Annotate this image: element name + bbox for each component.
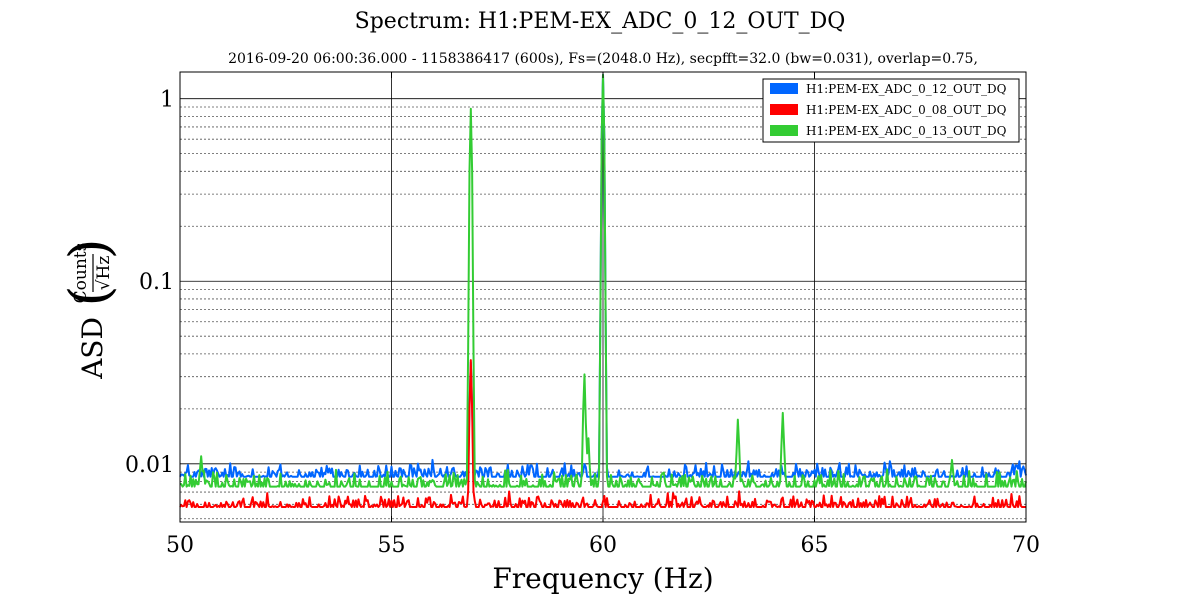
x-tick-label: 55: [378, 533, 406, 558]
legend-entry-0: H1:PEM-EX_ADC_0_12_OUT_DQ: [806, 82, 1007, 96]
x-tick-label: 60: [589, 533, 617, 558]
legend: H1:PEM-EX_ADC_0_12_OUT_DQ H1:PEM-EX_ADC_0…: [762, 78, 1020, 143]
series-line-1: [179, 359, 1026, 508]
y-axis-label: ASD: [76, 317, 109, 380]
legend-swatch-0: [770, 83, 798, 94]
y-tick-label: 0.1: [139, 270, 174, 295]
y-axis: 0.01 0.1 1: [125, 88, 174, 478]
chart-subtitle: 2016-09-20 06:00:36.000 - 1158386417 (60…: [228, 51, 978, 67]
y-axis-label-numerator: Counts: [71, 243, 91, 304]
x-axis: 50 55 60 65 70: [166, 72, 1040, 558]
x-axis-label: Frequency (Hz): [492, 562, 713, 595]
x-tick-label: 70: [1012, 533, 1040, 558]
y-axis-label-left-paren: (: [58, 285, 121, 306]
legend-entry-1: H1:PEM-EX_ADC_0_08_OUT_DQ: [806, 103, 1007, 117]
chart-title: Spectrum: H1:PEM-EX_ADC_0_12_OUT_DQ: [355, 9, 846, 34]
x-tick-label: 65: [801, 533, 829, 558]
y-tick-label: 0.01: [125, 453, 174, 478]
y-axis-label-group: ASD ( Counts √Hz ): [58, 238, 121, 379]
legend-swatch-1: [770, 104, 798, 115]
legend-entry-2: H1:PEM-EX_ADC_0_13_OUT_DQ: [806, 124, 1007, 138]
legend-box: [762, 78, 1020, 143]
y-tick-label: 1: [160, 88, 174, 113]
x-tick-label: 50: [166, 533, 194, 558]
y-axis-label-denominator: √Hz: [94, 256, 114, 291]
legend-swatch-2: [770, 125, 798, 136]
y-axis-label-right-paren: ): [58, 238, 121, 259]
